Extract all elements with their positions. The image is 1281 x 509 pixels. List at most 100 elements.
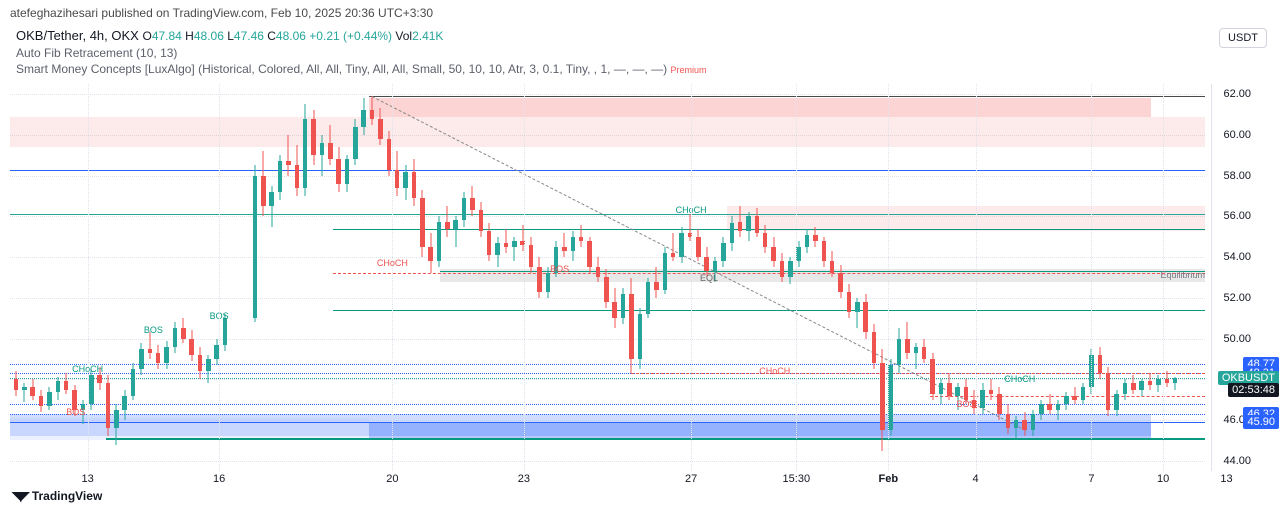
candle	[679, 227, 684, 264]
candle	[1031, 410, 1036, 436]
candle	[114, 404, 119, 445]
candle	[738, 206, 743, 237]
premium-tag: Premium	[671, 65, 707, 75]
smc-label: CHoCH	[759, 366, 790, 376]
candle	[947, 373, 952, 399]
study-fib[interactable]: Auto Fib Retracement (10, 13)	[16, 46, 177, 60]
author: atefeghazihesari	[10, 6, 98, 20]
candle	[1156, 375, 1161, 391]
pub-text: published on TradingView.com,	[101, 6, 267, 20]
time-tick: 27	[685, 473, 697, 485]
candle	[847, 284, 852, 319]
price-axis[interactable]: 44.0046.0048.0050.0052.0054.0056.0058.00…	[1211, 84, 1281, 471]
candle	[395, 151, 400, 196]
candle	[495, 237, 500, 268]
candle	[1131, 375, 1136, 393]
candle	[1106, 367, 1111, 416]
price-tick: 56.00	[1223, 210, 1251, 222]
candle	[39, 390, 44, 412]
candle	[295, 145, 300, 196]
candle	[173, 322, 178, 353]
price-tick: 58.00	[1223, 170, 1251, 182]
smc-label: Equilibrium	[1160, 270, 1205, 280]
candle	[1006, 404, 1011, 435]
candle	[1014, 416, 1019, 438]
candle	[14, 371, 19, 395]
ohlc-close: 48.06	[276, 29, 306, 43]
candle	[156, 345, 161, 369]
level-line	[333, 310, 1205, 311]
candle	[612, 288, 617, 329]
candle	[587, 237, 592, 274]
time-tick: 13	[1220, 473, 1232, 485]
level-line	[333, 229, 1205, 230]
candle	[462, 192, 467, 227]
candle	[830, 251, 835, 277]
study-smc[interactable]: Smart Money Concepts [LuxAlgo] (Historic…	[16, 62, 707, 76]
candle	[696, 229, 701, 262]
candle	[131, 363, 136, 400]
currency-badge[interactable]: USDT	[1219, 28, 1267, 48]
candle	[1139, 379, 1144, 395]
tradingview-logo: ◥◤ TradingView	[12, 489, 102, 503]
candle	[646, 278, 651, 319]
candle	[997, 387, 1002, 420]
candle	[30, 379, 35, 399]
time-tick: 16	[213, 473, 225, 485]
candle	[629, 278, 634, 374]
vol-label: Vol	[395, 29, 412, 43]
candle	[403, 165, 408, 200]
candle	[905, 322, 910, 359]
ohlc-high: 48.06	[194, 29, 224, 43]
candle	[1047, 394, 1052, 414]
candle	[387, 131, 392, 176]
level-line	[10, 214, 1205, 215]
candle	[311, 110, 316, 165]
candle	[872, 324, 877, 369]
smc-label: BOS	[66, 407, 85, 417]
price-tick: 54.00	[1223, 251, 1251, 263]
time-tick: 20	[386, 473, 398, 485]
candle	[579, 225, 584, 247]
candle	[487, 223, 492, 262]
candle	[529, 237, 534, 274]
level-line	[10, 364, 1205, 365]
candle	[1123, 379, 1128, 399]
candle	[805, 229, 810, 253]
candle	[980, 383, 985, 414]
time-axis[interactable]: 131620232715:30Feb471013	[10, 473, 1205, 491]
candle	[164, 341, 169, 370]
candle	[1148, 373, 1153, 389]
candle	[286, 135, 291, 176]
candle	[638, 308, 643, 369]
candle	[378, 108, 383, 145]
ohlc-chg: +0.21	[309, 29, 339, 43]
candle	[261, 151, 266, 216]
candle	[278, 155, 283, 200]
candle	[1039, 400, 1044, 420]
candle	[139, 343, 144, 376]
price-label: 02:53:48	[1228, 383, 1279, 397]
candle	[437, 216, 442, 267]
candle	[671, 233, 676, 262]
level-line	[333, 273, 1205, 274]
candle	[604, 269, 609, 308]
candle	[813, 227, 818, 247]
symbol-pair[interactable]: OKB/Tether, 4h, OKX	[16, 28, 139, 43]
candle	[788, 257, 793, 283]
candle	[22, 383, 27, 401]
candle	[420, 190, 425, 257]
candle	[361, 98, 366, 135]
candle	[822, 237, 827, 268]
candle	[730, 216, 735, 251]
chart-area[interactable]: CHoCHBOSBOSBOSCHoCHBOSCHoCHEQLCHoCHCHoCH…	[10, 84, 1205, 471]
candle	[336, 147, 341, 192]
candle	[838, 265, 843, 298]
candle	[780, 253, 785, 282]
candle	[303, 104, 308, 196]
candle	[1081, 383, 1086, 403]
candle	[763, 225, 768, 254]
smc-label: EQL	[700, 273, 718, 283]
candle	[922, 339, 927, 363]
time-tick: 7	[1088, 473, 1094, 485]
